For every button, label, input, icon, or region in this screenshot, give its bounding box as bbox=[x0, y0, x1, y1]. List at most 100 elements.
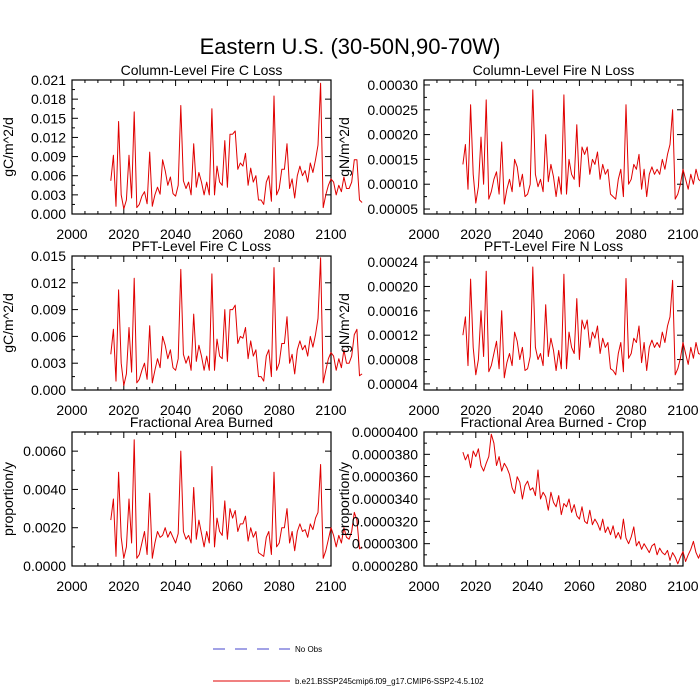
plot-frame bbox=[71, 431, 332, 567]
y-tick-label: 0.000 bbox=[31, 206, 66, 222]
y-tick-label: 0.015 bbox=[31, 248, 66, 264]
x-tick-label: 2060 bbox=[564, 226, 595, 242]
x-tick-label: 2020 bbox=[460, 578, 491, 594]
y-tick-label: 0.018 bbox=[31, 91, 66, 107]
y-axis-label: gC/m^2/d bbox=[0, 293, 16, 352]
y-tick-label: 0.003 bbox=[31, 187, 66, 203]
y-tick-label: 0.000 bbox=[31, 382, 66, 398]
x-tick-label: 2020 bbox=[108, 226, 139, 242]
figure-title: Eastern U.S. (30-50N,90-70W) bbox=[200, 34, 501, 59]
series-line bbox=[462, 89, 700, 205]
series-line bbox=[110, 439, 363, 559]
y-tick-label: 0.0000380 bbox=[352, 446, 418, 462]
x-tick-label: 2100 bbox=[667, 402, 698, 418]
x-tick-label: 2000 bbox=[56, 578, 87, 594]
panel-title: Column-Level Fire N Loss bbox=[473, 62, 635, 78]
x-tick-label: 2020 bbox=[108, 402, 139, 418]
y-tick-label: 0.0000280 bbox=[352, 558, 418, 574]
y-tick-label: 0.021 bbox=[31, 72, 66, 88]
x-tick-label: 2100 bbox=[667, 578, 698, 594]
y-tick-label: 0.0000300 bbox=[352, 536, 418, 552]
panel-title: PFT-Level Fire N Loss bbox=[484, 238, 623, 254]
y-axis-label: gN/m^2/d bbox=[336, 117, 352, 176]
x-tick-label: 2080 bbox=[616, 402, 647, 418]
y-tick-label: 0.009 bbox=[31, 302, 66, 318]
y-tick-label: 0.00010 bbox=[367, 176, 418, 192]
x-tick-label: 2080 bbox=[616, 226, 647, 242]
x-tick-label: 2040 bbox=[160, 578, 191, 594]
y-tick-label: 0.009 bbox=[31, 149, 66, 165]
y-tick-label: 0.0000400 bbox=[352, 424, 418, 440]
x-tick-label: 2000 bbox=[408, 226, 439, 242]
panel-title: Fractional Area Burned bbox=[130, 414, 273, 430]
plot-frame bbox=[71, 255, 332, 391]
x-tick-label: 2060 bbox=[564, 402, 595, 418]
x-tick-label: 2040 bbox=[160, 402, 191, 418]
x-tick-label: 2020 bbox=[460, 226, 491, 242]
y-tick-label: 0.00020 bbox=[367, 127, 418, 143]
panel-3: PFT-Level Fire C Loss 2000 2020 2040 2060 208… bbox=[0, 238, 363, 418]
x-tick-label: 2100 bbox=[315, 578, 346, 594]
x-tick-label: 2040 bbox=[512, 226, 543, 242]
panels: Column-Level Fire C Loss 2000 2020 2040 2060… bbox=[0, 62, 700, 594]
y-tick-label: 0.006 bbox=[31, 328, 66, 344]
series-line bbox=[462, 266, 700, 379]
y-tick-label: 0.012 bbox=[31, 275, 66, 291]
y-tick-label: 0.0000320 bbox=[352, 513, 418, 529]
plot-frame bbox=[423, 431, 684, 567]
x-tick-label: 2040 bbox=[160, 226, 191, 242]
panel-2: Column-Level Fire N Loss 2000 2020 2040 2060… bbox=[336, 62, 700, 242]
x-tick-label: 2020 bbox=[460, 402, 491, 418]
y-axis-label: proportion/y bbox=[336, 462, 352, 536]
y-tick-label: 0.00004 bbox=[367, 376, 418, 392]
y-axis-label: proportion/y bbox=[0, 462, 16, 536]
x-tick-label: 2000 bbox=[408, 402, 439, 418]
x-tick-label: 2080 bbox=[616, 578, 647, 594]
x-tick-label: 2060 bbox=[212, 578, 243, 594]
y-tick-label: 0.0000340 bbox=[352, 491, 418, 507]
x-tick-label: 2060 bbox=[564, 578, 595, 594]
x-tick-label: 2000 bbox=[56, 226, 87, 242]
panel-title: Fractional Area Burned - Crop bbox=[461, 414, 647, 430]
x-tick-label: 2080 bbox=[264, 578, 295, 594]
x-tick-label: 2100 bbox=[315, 402, 346, 418]
panel-5: Fractional Area Burned 2000 2020 2040 2060 20… bbox=[0, 414, 363, 594]
y-tick-label: 0.015 bbox=[31, 110, 66, 126]
y-axis-label: gN/m^2/d bbox=[336, 293, 352, 352]
y-tick-label: 0.00020 bbox=[367, 278, 418, 294]
y-tick-label: 0.006 bbox=[31, 168, 66, 184]
y-tick-label: 0.00008 bbox=[367, 352, 418, 368]
panel-title: Column-Level Fire C Loss bbox=[121, 62, 283, 78]
x-tick-label: 2080 bbox=[264, 402, 295, 418]
legend-label-no-obs: No Obs bbox=[295, 645, 322, 654]
y-tick-label: 0.00015 bbox=[367, 151, 418, 167]
y-tick-label: 0.00025 bbox=[367, 102, 418, 118]
panel-title: PFT-Level Fire C Loss bbox=[132, 238, 271, 254]
x-tick-label: 2080 bbox=[264, 226, 295, 242]
series-line bbox=[110, 82, 363, 210]
y-tick-label: 0.00016 bbox=[367, 303, 418, 319]
x-tick-label: 2100 bbox=[315, 226, 346, 242]
legend: No Obs b.e21.BSSP245cmip6.f09_g17.CMIP6-… bbox=[213, 645, 484, 686]
plot-frame bbox=[423, 79, 684, 215]
panel-4: PFT-Level Fire N Loss 2000 2020 2040 2060 208… bbox=[336, 238, 700, 418]
series-line bbox=[110, 257, 363, 386]
x-tick-label: 2060 bbox=[212, 226, 243, 242]
x-tick-label: 2040 bbox=[512, 402, 543, 418]
plot-frame bbox=[423, 255, 684, 391]
y-tick-label: 0.00012 bbox=[367, 327, 418, 343]
panel-6: Fractional Area Burned - Crop 2000 2020 204… bbox=[336, 414, 700, 594]
x-tick-label: 2000 bbox=[408, 578, 439, 594]
y-tick-label: 0.00024 bbox=[367, 254, 418, 270]
y-axis-label: gC/m^2/d bbox=[0, 117, 16, 176]
y-tick-label: 0.003 bbox=[31, 355, 66, 371]
plot-frame bbox=[71, 79, 332, 215]
y-tick-label: 0.0060 bbox=[23, 443, 66, 459]
x-tick-label: 2100 bbox=[667, 226, 698, 242]
x-tick-label: 2040 bbox=[512, 578, 543, 594]
y-tick-label: 0.0000360 bbox=[352, 469, 418, 485]
x-tick-label: 2000 bbox=[56, 402, 87, 418]
y-tick-label: 0.00005 bbox=[367, 201, 418, 217]
y-tick-label: 0.0000 bbox=[23, 558, 66, 574]
